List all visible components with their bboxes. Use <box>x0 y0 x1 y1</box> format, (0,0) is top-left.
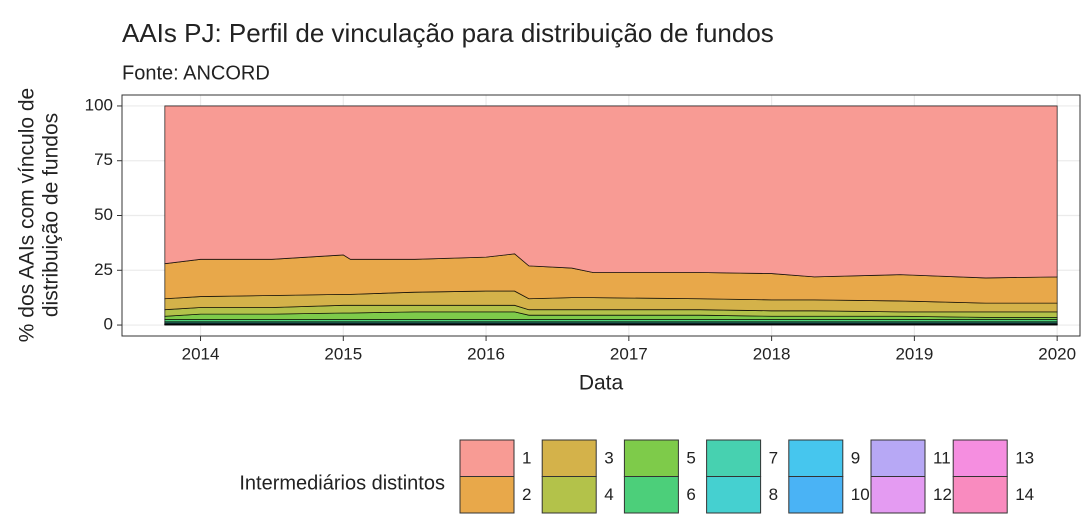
legend-label: 7 <box>769 448 778 467</box>
x-tick-label: 2019 <box>895 344 933 363</box>
legend-label: 9 <box>851 448 860 467</box>
legend-key <box>541 439 597 477</box>
chart-subtitle: Fonte: ANCORD <box>122 62 270 84</box>
y-tick-label: 25 <box>94 260 113 279</box>
legend-label: 2 <box>522 485 531 504</box>
legend-key <box>623 476 679 514</box>
legend-key <box>870 476 926 514</box>
x-axis-label: Data <box>579 372 624 395</box>
legend-key <box>788 476 844 514</box>
area <box>164 105 1058 279</box>
legend-key <box>870 439 926 477</box>
y-tick-label: 100 <box>85 95 113 114</box>
legend-key <box>952 476 1008 514</box>
x-tick-label: 2020 <box>1038 344 1076 363</box>
legend-label: 8 <box>769 485 778 504</box>
legend-key <box>706 476 762 514</box>
legend-key <box>706 439 762 477</box>
plot-border <box>121 94 1081 337</box>
legend-label: 6 <box>686 485 695 504</box>
legend-key <box>459 476 515 514</box>
legend-key <box>788 439 844 477</box>
legend-key <box>459 439 515 477</box>
legend-label: 11 <box>933 448 951 467</box>
x-tick-label: 2016 <box>467 344 505 363</box>
y-axis-label: distribuição de fundos <box>40 113 63 317</box>
legend-label: 4 <box>604 485 613 504</box>
x-tick-label: 2014 <box>182 344 220 363</box>
legend-label: 3 <box>604 448 613 467</box>
y-tick-label: 50 <box>94 205 113 224</box>
x-tick-label: 2018 <box>753 344 791 363</box>
x-tick-label: 2015 <box>324 344 362 363</box>
y-tick-label: 0 <box>104 315 113 334</box>
y-tick-label: 75 <box>94 150 113 169</box>
legend-label: 14 <box>1015 485 1034 504</box>
x-tick-label: 2017 <box>610 344 648 363</box>
y-axis-label: % dos AAIs com vínculo de <box>16 88 39 342</box>
legend-key <box>952 439 1008 477</box>
chart-title: AAIs PJ: Perfil de vinculação para distr… <box>122 18 774 48</box>
legend-label: 12 <box>933 485 952 504</box>
legend-label: 10 <box>851 485 870 504</box>
legend-title: Intermediários distintos <box>239 472 445 494</box>
legend-key <box>541 476 597 514</box>
legend-label: 5 <box>686 448 695 467</box>
legend-label: 13 <box>1015 448 1034 467</box>
legend-label: 1 <box>522 448 531 467</box>
legend-key <box>623 439 679 477</box>
